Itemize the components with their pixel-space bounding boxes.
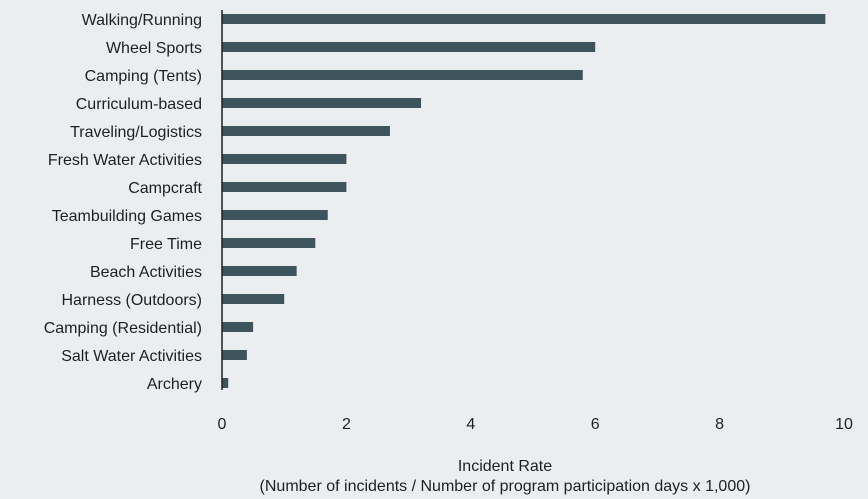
category-label: Camping (Residential) (44, 320, 202, 337)
x-axis-title: Incident Rate (458, 458, 552, 475)
bar-archery (222, 378, 229, 388)
x-tick-label: 2 (342, 416, 351, 433)
category-label: Campcraft (128, 180, 202, 197)
x-tick-label: 0 (218, 416, 227, 433)
bar-curriculum-based (222, 98, 422, 108)
bar-free-time (222, 238, 316, 248)
category-label: Traveling/Logistics (70, 124, 202, 141)
bar-beach-activities (222, 266, 297, 276)
x-tick-label: 4 (466, 416, 475, 433)
category-label: Walking/Running (82, 12, 202, 29)
category-label: Free Time (130, 236, 202, 253)
category-label: Salt Water Activities (61, 348, 202, 365)
category-label: Fresh Water Activities (48, 152, 202, 169)
x-tick-labels-group: 0 2 4 6 8 10 (218, 416, 853, 433)
bars-group (222, 14, 826, 388)
bar-walking-running (222, 14, 826, 24)
bar-traveling-logistics (222, 126, 390, 136)
bar-salt-water-activities (222, 350, 247, 360)
category-label: Harness (Outdoors) (62, 292, 203, 309)
category-label: Wheel Sports (106, 40, 202, 57)
x-axis-subtitle: (Number of incidents / Number of program… (260, 478, 751, 495)
category-label: Teambuilding Games (52, 208, 202, 225)
category-label: Camping (Tents) (85, 68, 202, 85)
category-labels-group: Walking/Running Wheel Sports Camping (Tent… (44, 12, 203, 393)
bar-teambuilding-games (222, 210, 328, 220)
bar-fresh-water-activities (222, 154, 347, 164)
bar-campcraft (222, 182, 347, 192)
x-tick-label: 10 (835, 416, 853, 433)
bar-camping-residential (222, 322, 254, 332)
category-label: Beach Activities (90, 264, 202, 281)
bar-wheel-sports (222, 42, 596, 52)
x-tick-label: 6 (591, 416, 600, 433)
category-label: Archery (147, 376, 202, 393)
bar-camping-tents (222, 70, 583, 80)
x-tick-label: 8 (715, 416, 724, 433)
category-label: Curriculum-based (76, 96, 202, 113)
bar-harness-outdoors (222, 294, 285, 304)
